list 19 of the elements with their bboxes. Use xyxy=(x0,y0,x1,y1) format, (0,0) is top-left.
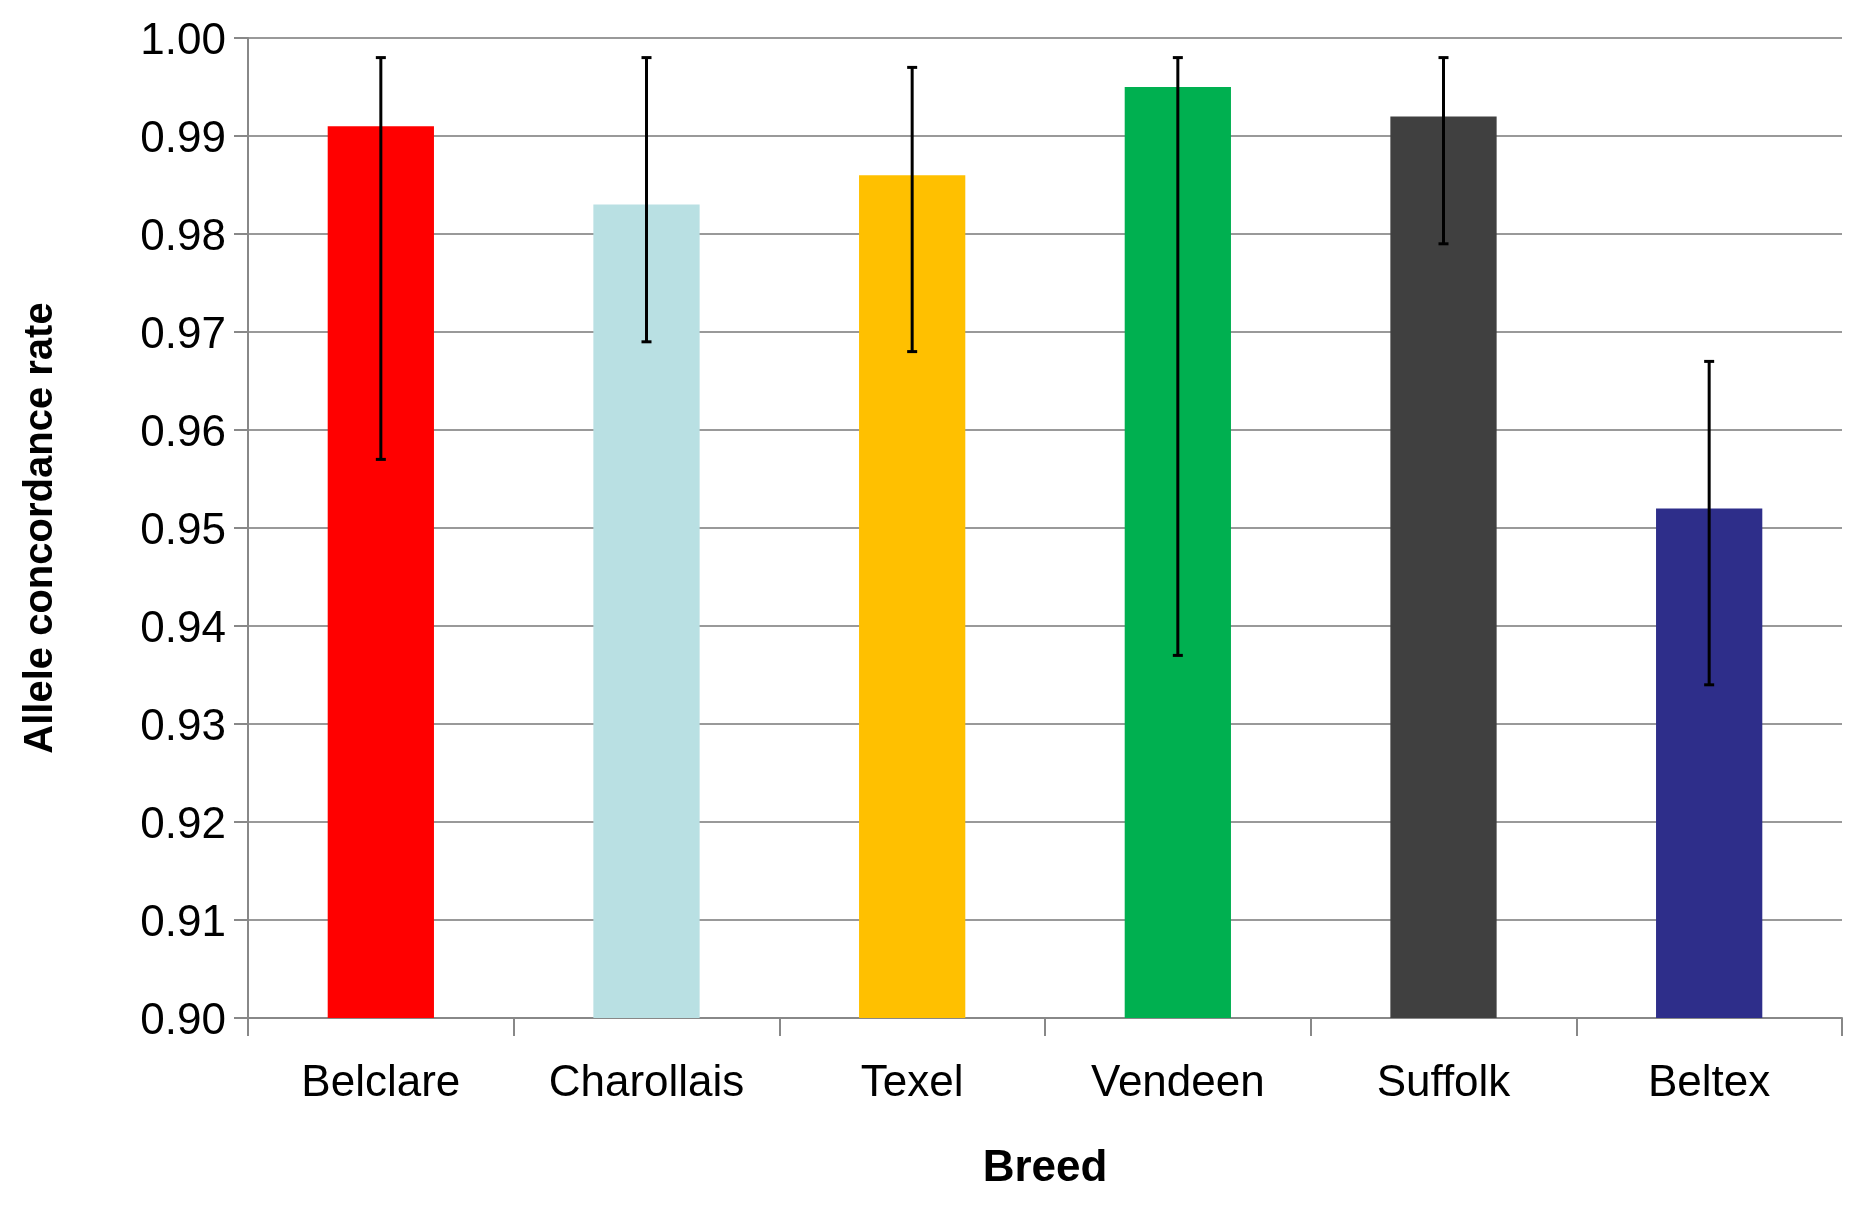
x-tick-label: Beltex xyxy=(1648,1055,1771,1105)
y-tick-label: 1.00 xyxy=(140,13,226,63)
x-tick-label: Suffolk xyxy=(1376,1055,1512,1105)
x-axis-title: Breed xyxy=(982,1140,1108,1190)
x-tick-label: Texel xyxy=(860,1055,964,1105)
y-tick-label: 0.98 xyxy=(140,209,226,259)
y-tick-label: 0.99 xyxy=(140,111,226,161)
y-tick-label: 0.97 xyxy=(140,307,226,357)
y-tick-label: 0.94 xyxy=(140,601,226,651)
y-tick-label: 0.90 xyxy=(140,993,226,1043)
y-tick-label: 0.92 xyxy=(140,797,226,847)
y-tick-label: 0.95 xyxy=(140,503,226,553)
y-tick-label: 0.91 xyxy=(140,895,226,945)
y-axis-title: Allele concordance rate xyxy=(16,302,60,754)
x-tick-label: Belclare xyxy=(301,1055,461,1105)
x-tick-label: Charollais xyxy=(548,1055,745,1105)
x-tick-label: Vendeen xyxy=(1090,1055,1265,1105)
y-tick-label: 0.96 xyxy=(140,405,226,455)
y-tick-label: 0.93 xyxy=(140,699,226,749)
